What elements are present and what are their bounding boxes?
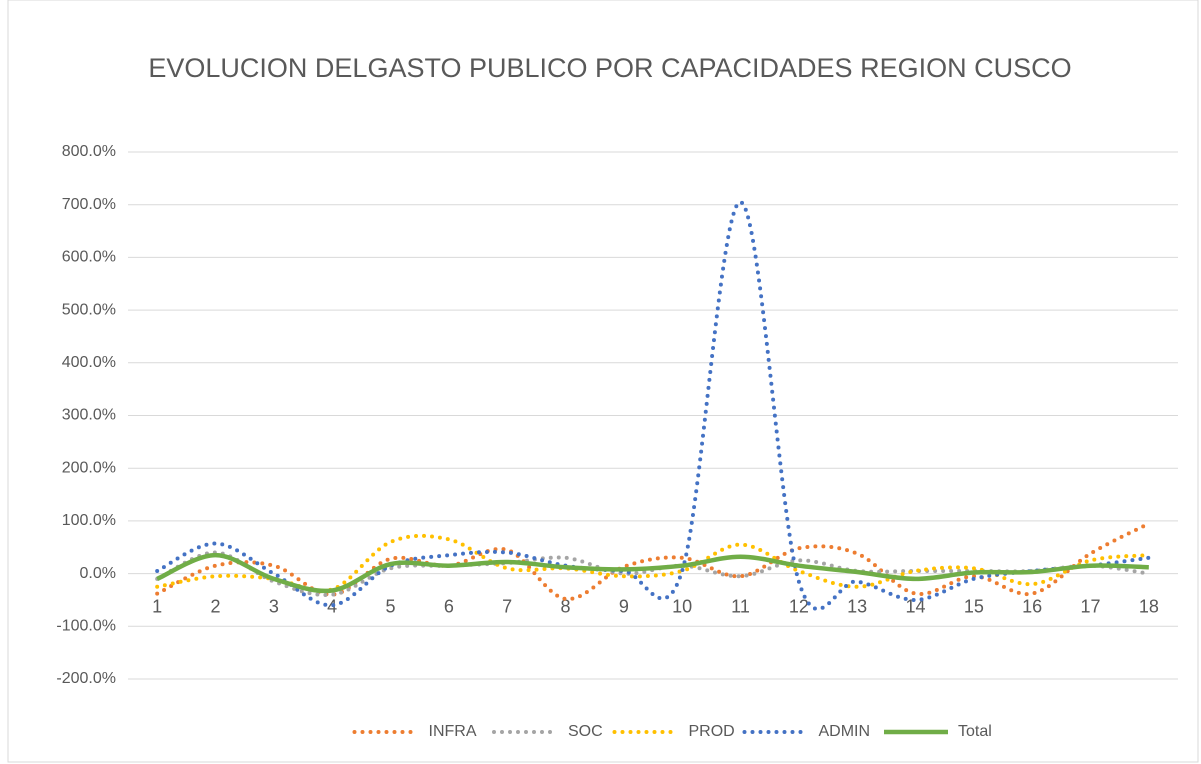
y-tick-label: 800.0% <box>62 143 116 160</box>
legend-label: ADMIN <box>819 723 871 740</box>
y-tick-label: 300.0% <box>62 407 116 424</box>
x-tick-label: 5 <box>385 596 395 616</box>
y-tick-label: -200.0% <box>56 670 116 687</box>
x-tick-label: 11 <box>731 596 750 616</box>
legend-label: SOC <box>568 723 603 740</box>
x-tick-label: 3 <box>269 596 279 616</box>
x-tick-label: 18 <box>1139 596 1159 616</box>
x-tick-label: 14 <box>905 596 925 616</box>
x-tick-label: 16 <box>1022 596 1042 616</box>
x-tick-label: 2 <box>210 596 220 616</box>
x-tick-label: 9 <box>619 596 629 616</box>
x-tick-label: 15 <box>964 596 984 616</box>
legend-label: PROD <box>689 723 735 740</box>
y-tick-label: -100.0% <box>56 618 116 635</box>
y-tick-label: 200.0% <box>62 459 116 476</box>
y-tick-label: 700.0% <box>62 196 116 213</box>
x-tick-label: 8 <box>560 596 570 616</box>
series-line <box>156 552 1149 594</box>
x-tick-label: 6 <box>444 596 454 616</box>
x-tick-label: 7 <box>502 596 512 616</box>
series-line <box>155 200 1151 611</box>
legend-label: INFRA <box>429 723 477 740</box>
y-tick-label: 100.0% <box>62 512 116 529</box>
y-tick-label: 600.0% <box>62 249 116 266</box>
legend-label: Total <box>958 723 992 740</box>
chart-title: EVOLUCION DELGASTO PUBLICO POR CAPACIDAD… <box>148 53 1072 83</box>
x-tick-label: 10 <box>672 596 692 616</box>
y-tick-label: 400.0% <box>62 354 116 371</box>
y-tick-label: 500.0% <box>62 301 116 318</box>
x-tick-label: 1 <box>152 596 162 616</box>
x-tick-label: 17 <box>1080 596 1100 616</box>
y-tick-label: 0.0% <box>80 565 116 582</box>
x-tick-label: 12 <box>789 596 809 616</box>
chart-border <box>7 0 1199 763</box>
x-tick-label: 13 <box>847 596 867 616</box>
